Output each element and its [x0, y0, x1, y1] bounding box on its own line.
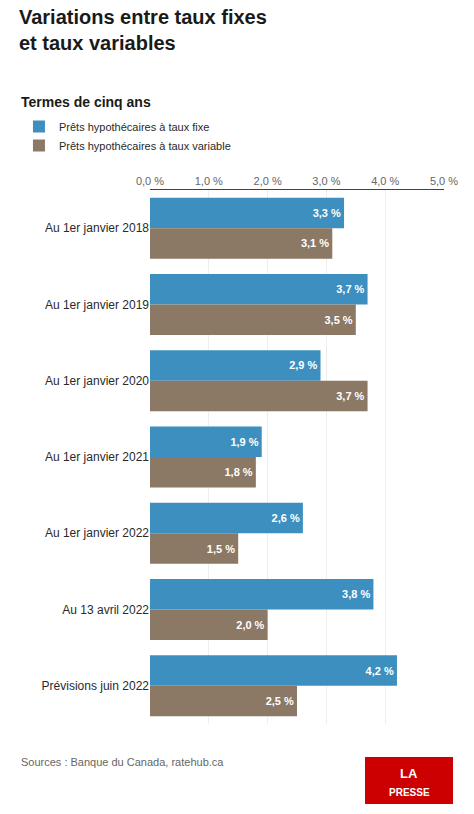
svg-text:Au 1er janvier 2022: Au 1er janvier 2022 — [45, 526, 149, 540]
svg-text:3,7 %: 3,7 % — [336, 390, 364, 402]
svg-text:3,0 %: 3,0 % — [312, 175, 340, 187]
svg-text:4,2 %: 4,2 % — [366, 665, 394, 677]
svg-text:Au 1er janvier 2020: Au 1er janvier 2020 — [45, 374, 149, 388]
svg-text:Au 1er janvier 2021: Au 1er janvier 2021 — [45, 450, 149, 464]
svg-text:PRESSE: PRESSE — [389, 787, 430, 798]
svg-text:3,7 %: 3,7 % — [336, 283, 364, 295]
svg-text:LA: LA — [400, 766, 418, 781]
svg-text:Variations entre taux fixeset: Variations entre taux fixeset taux varia… — [19, 6, 267, 54]
svg-text:1,8 %: 1,8 % — [224, 466, 252, 478]
svg-text:2,6 %: 2,6 % — [272, 512, 300, 524]
svg-text:3,8 %: 3,8 % — [342, 588, 370, 600]
svg-text:Prévisions juin 2022: Prévisions juin 2022 — [42, 679, 150, 693]
svg-text:2,5 %: 2,5 % — [266, 695, 294, 707]
svg-text:3,3 %: 3,3 % — [313, 207, 341, 219]
svg-text:2,0 %: 2,0 % — [254, 175, 282, 187]
svg-text:1,5 %: 1,5 % — [207, 543, 235, 555]
svg-text:4,0 %: 4,0 % — [371, 175, 399, 187]
svg-text:3,1 %: 3,1 % — [301, 237, 329, 249]
svg-text:2,9 %: 2,9 % — [289, 359, 317, 371]
svg-text:0,0 %: 0,0 % — [136, 175, 164, 187]
svg-text:1,9 %: 1,9 % — [230, 436, 258, 448]
svg-text:2,0 %: 2,0 % — [236, 619, 264, 631]
svg-text:Prêts hypothécaires à taux var: Prêts hypothécaires à taux variable — [59, 140, 231, 152]
svg-text:Au 1er janvier 2019: Au 1er janvier 2019 — [45, 298, 149, 312]
svg-text:Au 13 avril 2022: Au 13 avril 2022 — [62, 603, 149, 617]
svg-text:Prêts hypothécaires à taux fix: Prêts hypothécaires à taux fixe — [59, 121, 209, 133]
svg-text:1,0 %: 1,0 % — [195, 175, 223, 187]
svg-text:Au 1er janvier 2018: Au 1er janvier 2018 — [45, 221, 149, 235]
svg-text:5,0 %: 5,0 % — [430, 175, 458, 187]
svg-text:3,5 %: 3,5 % — [324, 314, 352, 326]
svg-text:Termes de cinq ans: Termes de cinq ans — [21, 94, 151, 110]
svg-text:Sources : Banque du Canada, ra: Sources : Banque du Canada, ratehub.ca — [21, 756, 224, 768]
